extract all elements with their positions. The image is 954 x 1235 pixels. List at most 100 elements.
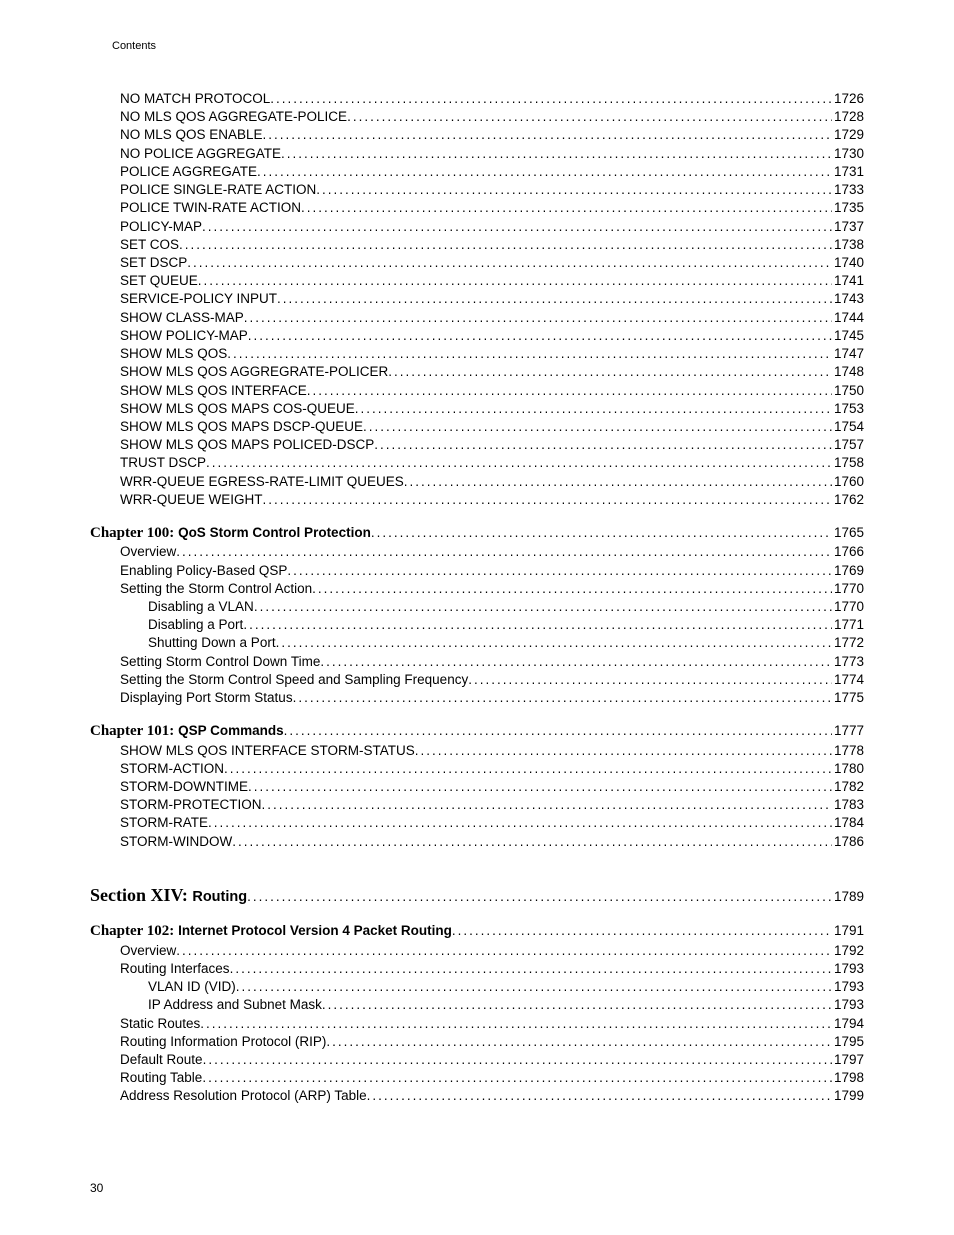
toc-page-number: 1758	[832, 454, 864, 472]
toc-line[interactable]: SET DSCP1740	[90, 254, 864, 272]
toc-line[interactable]: SHOW MLS QOS INTERFACE STORM-STATUS1778	[90, 742, 864, 760]
toc-leader-dots	[322, 996, 832, 1014]
toc-leader-dots	[276, 634, 832, 652]
toc-page-number: 1771	[832, 616, 864, 634]
toc-line[interactable]: Setting the Storm Control Speed and Samp…	[90, 671, 864, 689]
toc-leader-dots	[374, 436, 832, 454]
toc-page-number: 1728	[832, 108, 864, 126]
toc-line[interactable]: POLICY-MAP1737	[90, 218, 864, 236]
toc-line[interactable]: WRR-QUEUE WEIGHT1762	[90, 491, 864, 509]
toc-leader-dots	[203, 1051, 832, 1069]
toc-line[interactable]: STORM-PROTECTION1783	[90, 796, 864, 814]
toc-page-number: 1733	[832, 181, 864, 199]
toc-leader-dots	[347, 108, 832, 126]
page-number: 30	[90, 1181, 103, 1195]
toc-line[interactable]: SET COS1738	[90, 236, 864, 254]
toc-line[interactable]: SHOW MLS QOS MAPS DSCP-QUEUE1754	[90, 418, 864, 436]
toc-line[interactable]: Enabling Policy-Based QSP1769	[90, 562, 864, 580]
toc-line[interactable]: Default Route1797	[90, 1051, 864, 1069]
toc-leader-dots	[270, 90, 832, 108]
toc-label: SERVICE-POLICY INPUT	[120, 290, 277, 308]
toc-leader-dots	[198, 272, 832, 290]
toc-line[interactable]: NO MLS QOS AGGREGATE-POLICE1728	[90, 108, 864, 126]
toc-page-number: 1754	[832, 418, 864, 436]
toc-line[interactable]: TRUST DSCP1758	[90, 454, 864, 472]
page-container: Contents NO MATCH PROTOCOL1726NO MLS QOS…	[0, 0, 954, 1106]
toc-leader-dots	[187, 254, 832, 272]
toc-label: Address Resolution Protocol (ARP) Table	[120, 1087, 367, 1105]
toc-line[interactable]: SERVICE-POLICY INPUT 1743	[90, 290, 864, 308]
toc-leader-dots	[326, 1033, 832, 1051]
toc-leader-dots	[248, 778, 832, 796]
toc-leader-dots	[281, 145, 832, 163]
toc-page-number: 1799	[832, 1087, 864, 1105]
toc-label: Setting Storm Control Down Time	[120, 653, 320, 671]
toc-line[interactable]: SHOW MLS QOS MAPS POLICED-DSCP1757	[90, 436, 864, 454]
toc-label: SET DSCP	[120, 254, 187, 272]
toc-line[interactable]: POLICE SINGLE-RATE ACTION 1733	[90, 181, 864, 199]
toc-line[interactable]: Disabling a VLAN1770	[90, 598, 864, 616]
toc-line[interactable]: SHOW MLS QOS INTERFACE1750	[90, 382, 864, 400]
toc-page-number: 1791	[832, 922, 864, 940]
toc-page-number: 1737	[832, 218, 864, 236]
toc-page-number: 1792	[832, 942, 864, 960]
toc-label: NO POLICE AGGREGATE	[120, 145, 281, 163]
toc-line[interactable]: Routing Interfaces1793	[90, 960, 864, 978]
toc-line[interactable]: SHOW MLS QOS AGGREGRATE-POLICER1748	[90, 363, 864, 381]
toc-label: NO MATCH PROTOCOL	[120, 90, 270, 108]
toc-line[interactable]: SHOW POLICY-MAP1745	[90, 327, 864, 345]
toc-line[interactable]: NO MLS QOS ENABLE1729	[90, 126, 864, 144]
toc-leader-dots	[284, 722, 832, 740]
toc-line[interactable]: SET QUEUE1741	[90, 272, 864, 290]
toc-line[interactable]: STORM-ACTION1780	[90, 760, 864, 778]
toc-leader-dots	[227, 345, 832, 363]
toc-label: Section XIV: Routing	[90, 883, 247, 908]
toc-label: SHOW MLS QOS AGGREGRATE-POLICER	[120, 363, 388, 381]
toc-line[interactable]: Address Resolution Protocol (ARP) Table 1…	[90, 1087, 864, 1105]
toc-leader-dots	[263, 491, 832, 509]
toc-line[interactable]: Chapter 101: QSP Commands 1777	[90, 721, 864, 741]
toc-line[interactable]: Overview1792	[90, 942, 864, 960]
toc-line[interactable]: SHOW CLASS-MAP1744	[90, 309, 864, 327]
table-of-contents: NO MATCH PROTOCOL1726NO MLS QOS AGGREGAT…	[90, 90, 864, 1106]
toc-line[interactable]: Disabling a Port1771	[90, 616, 864, 634]
header-label: Contents	[112, 40, 864, 52]
toc-line[interactable]: Static Routes1794	[90, 1015, 864, 1033]
toc-label: Setting the Storm Control Action	[120, 580, 312, 598]
toc-line[interactable]: NO MATCH PROTOCOL1726	[90, 90, 864, 108]
toc-line[interactable]: STORM-RATE1784	[90, 814, 864, 832]
toc-label: Default Route	[120, 1051, 203, 1069]
toc-label: SHOW MLS QOS MAPS COS-QUEUE	[120, 400, 355, 418]
toc-line[interactable]: IP Address and Subnet Mask1793	[90, 996, 864, 1014]
toc-line[interactable]: STORM-DOWNTIME1782	[90, 778, 864, 796]
toc-line[interactable]: Setting the Storm Control Action1770	[90, 580, 864, 598]
toc-line[interactable]: Chapter 100: QoS Storm Control Protectio…	[90, 523, 864, 543]
toc-line[interactable]: POLICE AGGREGATE1731	[90, 163, 864, 181]
toc-line[interactable]: SHOW MLS QOS MAPS COS-QUEUE1753	[90, 400, 864, 418]
toc-line[interactable]: Routing Table1798	[90, 1069, 864, 1087]
toc-line[interactable]: WRR-QUEUE EGRESS-RATE-LIMIT QUEUES1760	[90, 473, 864, 491]
toc-leader-dots	[254, 598, 832, 616]
toc-page-number: 1793	[832, 996, 864, 1014]
toc-line[interactable]: Overview1766	[90, 543, 864, 561]
toc-leader-dots	[176, 543, 832, 561]
toc-leader-dots	[293, 689, 832, 707]
toc-line[interactable]: Setting Storm Control Down Time 1773	[90, 653, 864, 671]
toc-line[interactable]: Displaying Port Storm Status1775	[90, 689, 864, 707]
toc-line[interactable]: POLICE TWIN-RATE ACTION1735	[90, 199, 864, 217]
toc-line[interactable]: STORM-WINDOW1786	[90, 833, 864, 851]
toc-line[interactable]: Routing Information Protocol (RIP)1795	[90, 1033, 864, 1051]
toc-leader-dots	[367, 1087, 832, 1105]
toc-page-number: 1783	[832, 796, 864, 814]
toc-line[interactable]: Section XIV: Routing 1789	[90, 883, 864, 908]
toc-label: POLICE SINGLE-RATE ACTION	[120, 181, 316, 199]
toc-leader-dots	[301, 199, 832, 217]
toc-line[interactable]: VLAN ID (VID)1793	[90, 978, 864, 996]
toc-line[interactable]: NO POLICE AGGREGATE1730	[90, 145, 864, 163]
toc-page-number: 1773	[832, 653, 864, 671]
toc-page-number: 1743	[832, 290, 864, 308]
toc-page-number: 1793	[832, 960, 864, 978]
toc-line[interactable]: Shutting Down a Port1772	[90, 634, 864, 652]
toc-line[interactable]: Chapter 102: Internet Protocol Version 4…	[90, 921, 864, 941]
toc-line[interactable]: SHOW MLS QOS1747	[90, 345, 864, 363]
